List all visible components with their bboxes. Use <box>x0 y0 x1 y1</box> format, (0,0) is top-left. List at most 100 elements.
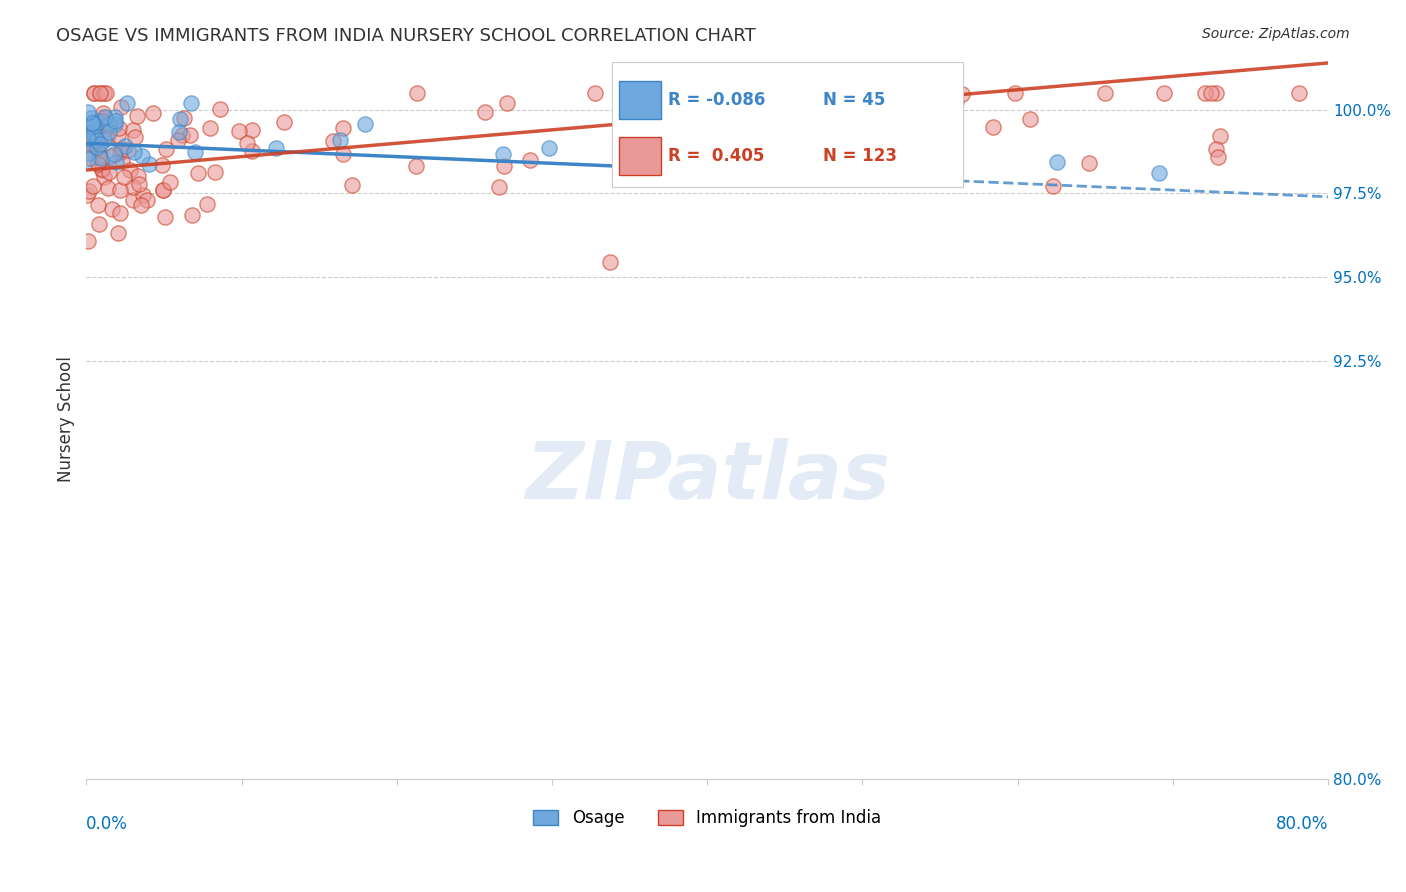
Bar <box>619 137 661 175</box>
Immigrants from India <box>83 86 105 100</box>
Osage <box>90 151 112 165</box>
Immigrants from India <box>917 95 939 110</box>
Immigrants from India <box>488 180 510 194</box>
Immigrants from India <box>519 153 541 167</box>
Immigrants from India <box>101 202 124 216</box>
Immigrants from India <box>945 95 967 109</box>
Osage <box>76 131 98 145</box>
Immigrants from India <box>132 187 155 202</box>
Immigrants from India <box>83 86 105 100</box>
Immigrants from India <box>928 125 950 139</box>
Immigrants from India <box>76 119 98 133</box>
Immigrants from India <box>96 131 118 145</box>
Immigrants from India <box>89 86 111 100</box>
Immigrants from India <box>77 234 100 248</box>
Immigrants from India <box>1078 156 1101 170</box>
Immigrants from India <box>80 151 103 165</box>
Osage <box>76 152 98 166</box>
Osage <box>675 119 697 133</box>
Immigrants from India <box>89 217 111 231</box>
Immigrants from India <box>204 165 226 179</box>
Immigrants from India <box>87 157 110 171</box>
Immigrants from India <box>918 110 941 124</box>
Text: N = 123: N = 123 <box>823 147 897 165</box>
Immigrants from India <box>93 110 115 124</box>
Immigrants from India <box>122 179 145 194</box>
Immigrants from India <box>939 102 962 116</box>
Immigrants from India <box>84 127 107 141</box>
Legend: Osage, Immigrants from India: Osage, Immigrants from India <box>524 801 890 835</box>
Immigrants from India <box>630 143 652 157</box>
Osage <box>82 115 104 129</box>
Osage <box>138 157 160 171</box>
Immigrants from India <box>1209 129 1232 144</box>
Immigrants from India <box>406 86 429 100</box>
Osage <box>77 104 100 119</box>
Immigrants from India <box>170 128 193 143</box>
Osage <box>82 116 104 130</box>
Immigrants from India <box>107 226 129 240</box>
Immigrants from India <box>983 120 1005 134</box>
Immigrants from India <box>117 143 139 157</box>
Osage <box>730 136 752 151</box>
Immigrants from India <box>1288 86 1310 100</box>
Osage <box>491 147 513 161</box>
Osage <box>80 112 103 126</box>
Immigrants from India <box>155 142 177 156</box>
Immigrants from India <box>322 135 344 149</box>
Immigrants from India <box>125 109 148 123</box>
Osage <box>104 155 127 169</box>
Osage <box>86 140 108 154</box>
Immigrants from India <box>495 96 517 111</box>
Immigrants from India <box>94 129 117 144</box>
Immigrants from India <box>150 158 173 172</box>
Osage <box>82 120 104 134</box>
Immigrants from India <box>112 170 135 185</box>
Immigrants from India <box>494 159 516 173</box>
Osage <box>89 136 111 151</box>
Osage <box>77 146 100 161</box>
Immigrants from India <box>776 90 799 104</box>
Immigrants from India <box>127 169 149 183</box>
Immigrants from India <box>889 86 911 100</box>
Osage <box>93 133 115 147</box>
Immigrants from India <box>198 121 221 136</box>
Immigrants from India <box>599 255 621 269</box>
Osage <box>86 114 108 128</box>
Osage <box>80 115 103 129</box>
Immigrants from India <box>1004 86 1026 100</box>
Immigrants from India <box>129 198 152 212</box>
Immigrants from India <box>94 86 117 100</box>
Text: Source: ZipAtlas.com: Source: ZipAtlas.com <box>1202 27 1350 41</box>
Osage <box>131 149 153 163</box>
Immigrants from India <box>159 175 181 189</box>
Immigrants from India <box>87 144 110 158</box>
Osage <box>329 133 352 147</box>
Text: R = -0.086: R = -0.086 <box>668 91 765 109</box>
Immigrants from India <box>108 120 131 135</box>
Immigrants from India <box>173 111 195 125</box>
Immigrants from India <box>122 194 145 208</box>
Text: N = 45: N = 45 <box>823 91 884 109</box>
Immigrants from India <box>91 162 114 177</box>
Immigrants from India <box>90 161 112 176</box>
Osage <box>180 96 202 111</box>
Immigrants from India <box>340 178 363 192</box>
Osage <box>98 117 121 131</box>
Osage <box>537 141 560 155</box>
Osage <box>104 117 127 131</box>
Osage <box>103 147 125 161</box>
Immigrants from India <box>1199 86 1222 100</box>
Immigrants from India <box>76 188 98 202</box>
Immigrants from India <box>228 124 250 138</box>
Immigrants from India <box>208 103 231 117</box>
Osage <box>86 133 108 147</box>
Immigrants from India <box>1153 86 1175 100</box>
Osage <box>114 139 136 153</box>
Osage <box>167 125 190 139</box>
Immigrants from India <box>98 165 121 179</box>
Immigrants from India <box>111 153 134 168</box>
Immigrants from India <box>120 163 142 178</box>
Immigrants from India <box>658 149 681 163</box>
Immigrants from India <box>827 110 849 124</box>
